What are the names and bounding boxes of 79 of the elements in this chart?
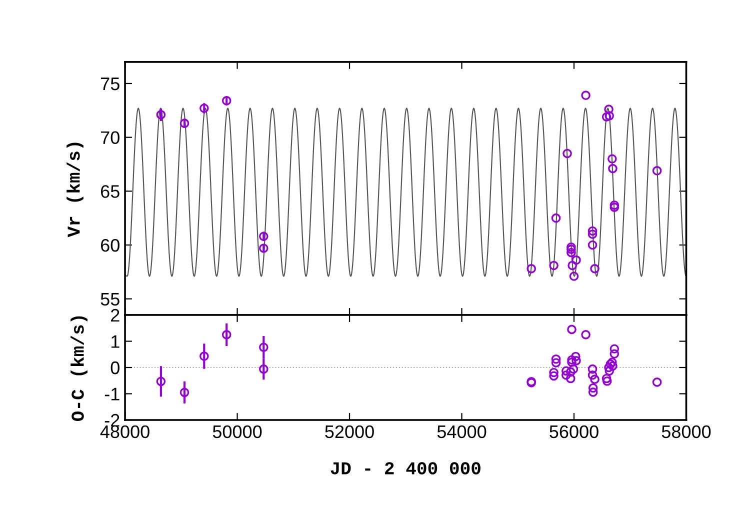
point [581, 330, 590, 340]
point [566, 244, 576, 254]
x-tick-label: 50000 [212, 425, 262, 438]
point [610, 349, 620, 359]
point [551, 354, 561, 364]
x-axis-title: JD - 2 400 000 [330, 462, 480, 474]
point [571, 352, 580, 362]
point [549, 368, 558, 378]
x-tick-label: 52000 [325, 425, 374, 438]
point [588, 230, 598, 239]
point [652, 378, 662, 387]
point [561, 370, 571, 380]
point [590, 264, 600, 274]
point [566, 374, 576, 384]
point [258, 342, 268, 352]
x-tick-label: 48000 [100, 425, 150, 438]
x-tick-label: 56000 [550, 425, 598, 438]
point [566, 242, 576, 252]
point [590, 374, 600, 384]
y-tick-label: 1 [112, 335, 120, 348]
point [602, 112, 612, 122]
point [526, 264, 536, 274]
x-tick-label: 58000 [662, 425, 711, 438]
point [549, 260, 558, 270]
point [156, 376, 166, 386]
point [588, 226, 598, 236]
point [566, 367, 576, 377]
point [562, 148, 572, 158]
point [200, 104, 209, 113]
point [222, 330, 232, 340]
y-tick-label: 60 [101, 238, 120, 252]
point [180, 388, 190, 398]
point [602, 376, 612, 386]
point [602, 374, 612, 384]
point [156, 110, 166, 120]
point [200, 352, 209, 361]
point [222, 96, 232, 106]
point [610, 202, 620, 212]
point [608, 154, 617, 164]
point [568, 260, 577, 270]
point [561, 366, 571, 376]
point [581, 90, 590, 100]
point [604, 104, 614, 114]
x-tick-label: 54000 [437, 425, 486, 438]
y-axis-title: Vr (km/s) [66, 142, 84, 238]
point [568, 364, 578, 374]
point [569, 272, 579, 281]
point [588, 364, 598, 374]
point [588, 240, 598, 250]
point [572, 356, 581, 366]
point [572, 255, 581, 265]
point [551, 358, 561, 368]
point [608, 164, 618, 174]
y-tick-label: 55 [100, 292, 120, 306]
point [567, 355, 576, 365]
y-tick-label: 2 [111, 308, 120, 322]
point [588, 383, 598, 393]
y-tick-label: 0 [110, 361, 120, 374]
y-tick-label: -1 [104, 388, 120, 400]
point [549, 371, 558, 381]
point [604, 366, 614, 376]
point [610, 200, 620, 210]
y-tick-label: 70 [101, 131, 120, 144]
point [652, 166, 662, 176]
point [610, 344, 620, 354]
point [608, 361, 618, 371]
point [608, 358, 617, 367]
point [604, 362, 614, 372]
point [258, 364, 268, 374]
y-tick-label: 75 [101, 78, 120, 90]
y-tick-label: 65 [101, 185, 120, 198]
point [180, 118, 190, 128]
point [567, 324, 576, 334]
point [551, 213, 561, 223]
point [604, 111, 614, 120]
y-axis-title: O-C (km/s) [70, 316, 88, 422]
point [566, 248, 576, 258]
point [588, 370, 598, 380]
point [588, 388, 598, 397]
